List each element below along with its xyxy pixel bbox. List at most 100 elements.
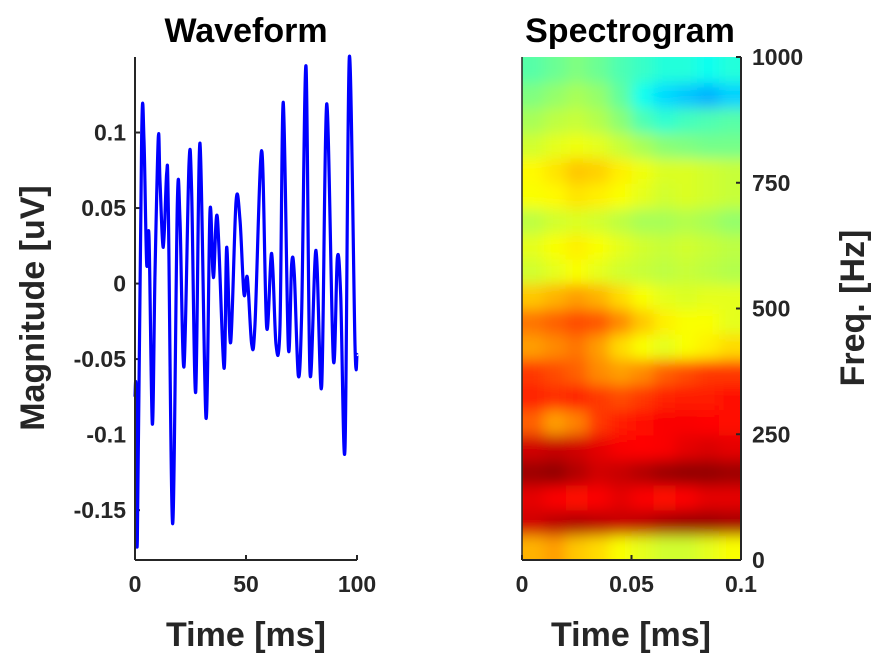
waveform-y-tick-label: 0: [113, 271, 126, 297]
spectrogram-cell: [697, 258, 721, 285]
spectrogram-cell: [609, 57, 633, 84]
spectrogram-cell: [653, 409, 677, 436]
waveform-y-ticks: 0.1 0.05 0 -0.05 -0.1 -0.15: [74, 120, 140, 523]
spectrogram-cell: [653, 283, 677, 310]
spectrogram-cell: [543, 157, 567, 184]
spectrogram-cell: [587, 434, 611, 461]
spectrogram-cell: [697, 459, 721, 486]
spectrogram-cell: [565, 509, 589, 536]
spectrogram-cell: [522, 57, 545, 84]
spectrogram-cell: [587, 383, 611, 411]
spectrogram-cell: [697, 157, 721, 184]
spectrogram-cell: [675, 107, 699, 134]
spectrogram-cell: [631, 358, 655, 385]
spectrogram-cell: [631, 534, 655, 560]
spectrogram-cell: [609, 534, 633, 560]
spectrogram-cell: [675, 258, 699, 285]
spectrogram-cell: [675, 333, 699, 360]
spectrogram-cell: [587, 207, 611, 235]
spectrogram-cell: [675, 233, 699, 260]
waveform-y-tick-label: -0.05: [74, 346, 127, 372]
spectrogram-cell: [609, 308, 633, 335]
spectrogram-cell: [631, 459, 655, 486]
spectrogram-cell: [609, 358, 633, 385]
spectrogram-cell: [609, 132, 633, 159]
spectrogram-cell: [719, 534, 741, 560]
spectrogram-cell: [565, 333, 589, 360]
spectrogram-cell: [522, 233, 545, 260]
spectrogram-cell: [697, 409, 721, 436]
spectrogram-cell: [522, 434, 545, 461]
spectrogram-cell: [675, 57, 699, 84]
spectrogram-cell: [697, 82, 721, 109]
spectrogram-cell: [675, 484, 699, 511]
spectrogram-cell: [565, 82, 589, 109]
spectrogram-cell: [522, 182, 545, 209]
spectrogram-cell: [719, 383, 741, 411]
spectrogram-cell: [719, 157, 741, 184]
spectrogram-cell: [543, 132, 567, 159]
spectrogram-cell: [565, 57, 589, 84]
waveform-x-tick-label: 100: [338, 571, 376, 597]
spectrogram-cell: [631, 107, 655, 134]
spectrogram-cell: [543, 57, 567, 84]
spectrogram-cell: [631, 207, 655, 235]
spectrogram-cell: [609, 182, 633, 209]
spectrogram-cell: [719, 484, 741, 511]
spectrogram-cell: [719, 258, 741, 285]
spectrogram-cell: [719, 509, 741, 536]
spectrogram-cell: [543, 409, 567, 436]
spectrogram-cell: [522, 82, 545, 109]
spectrogram-cell: [697, 207, 721, 235]
spectrogram-cell: [719, 132, 741, 159]
spectrogram-cell: [653, 308, 677, 335]
spectrogram-cell: [609, 484, 633, 511]
spectrogram-cell: [609, 233, 633, 260]
waveform-series-line: [133, 54, 359, 549]
waveform-x-tick-label: 50: [233, 571, 259, 597]
spectrogram-cell: [675, 182, 699, 209]
spectrogram-cell: [587, 358, 611, 385]
spectrogram-cell: [543, 182, 567, 209]
spectrogram-title: Spectrogram: [525, 12, 735, 50]
spectrogram-cell: [587, 459, 611, 486]
spectrogram-cell: [609, 459, 633, 486]
spectrogram-cell: [631, 308, 655, 335]
spectrogram-cell: [609, 283, 633, 310]
spectrogram-cell: [587, 132, 611, 159]
spectrogram-cell: [565, 207, 589, 235]
spectrogram-cell: [719, 233, 741, 260]
spectrogram-y-tick-label: 750: [752, 170, 790, 196]
spectrogram-cell: [719, 434, 741, 461]
spectrogram-cell: [719, 308, 741, 335]
spectrogram-cell: [543, 308, 567, 335]
spectrogram-cell: [719, 283, 741, 310]
spectrogram-cell: [609, 434, 633, 461]
waveform-y-tick-label: -0.1: [86, 422, 126, 448]
spectrogram-cell: [653, 207, 677, 235]
spectrogram-x-tick-label: 0.1: [725, 571, 757, 597]
spectrogram-cell: [653, 157, 677, 184]
spectrogram-y-tick-label: 1000: [752, 44, 803, 70]
spectrogram-cell: [587, 308, 611, 335]
spectrogram-cell: [653, 358, 677, 385]
spectrogram-cell: [522, 333, 545, 360]
spectrogram-cell: [522, 534, 545, 560]
spectrogram-cell: [697, 57, 721, 84]
spectrogram-cell: [522, 509, 545, 536]
spectrogram-cell: [543, 459, 567, 486]
spectrogram-cell: [719, 107, 741, 134]
spectrogram-cell: [719, 409, 741, 436]
spectrogram-cell: [631, 484, 655, 511]
spectrogram-cell: [543, 383, 567, 411]
spectrogram-cell: [675, 509, 699, 536]
spectrogram-heatmap: [522, 57, 741, 560]
spectrogram-cell: [675, 132, 699, 159]
spectrogram-y-tick-label: 0: [752, 547, 765, 573]
waveform-x-label: Time [ms]: [166, 616, 326, 654]
spectrogram-cell: [587, 484, 611, 511]
spectrogram-cell: [522, 459, 545, 486]
spectrogram-cell: [675, 358, 699, 385]
spectrogram-cell: [697, 333, 721, 360]
